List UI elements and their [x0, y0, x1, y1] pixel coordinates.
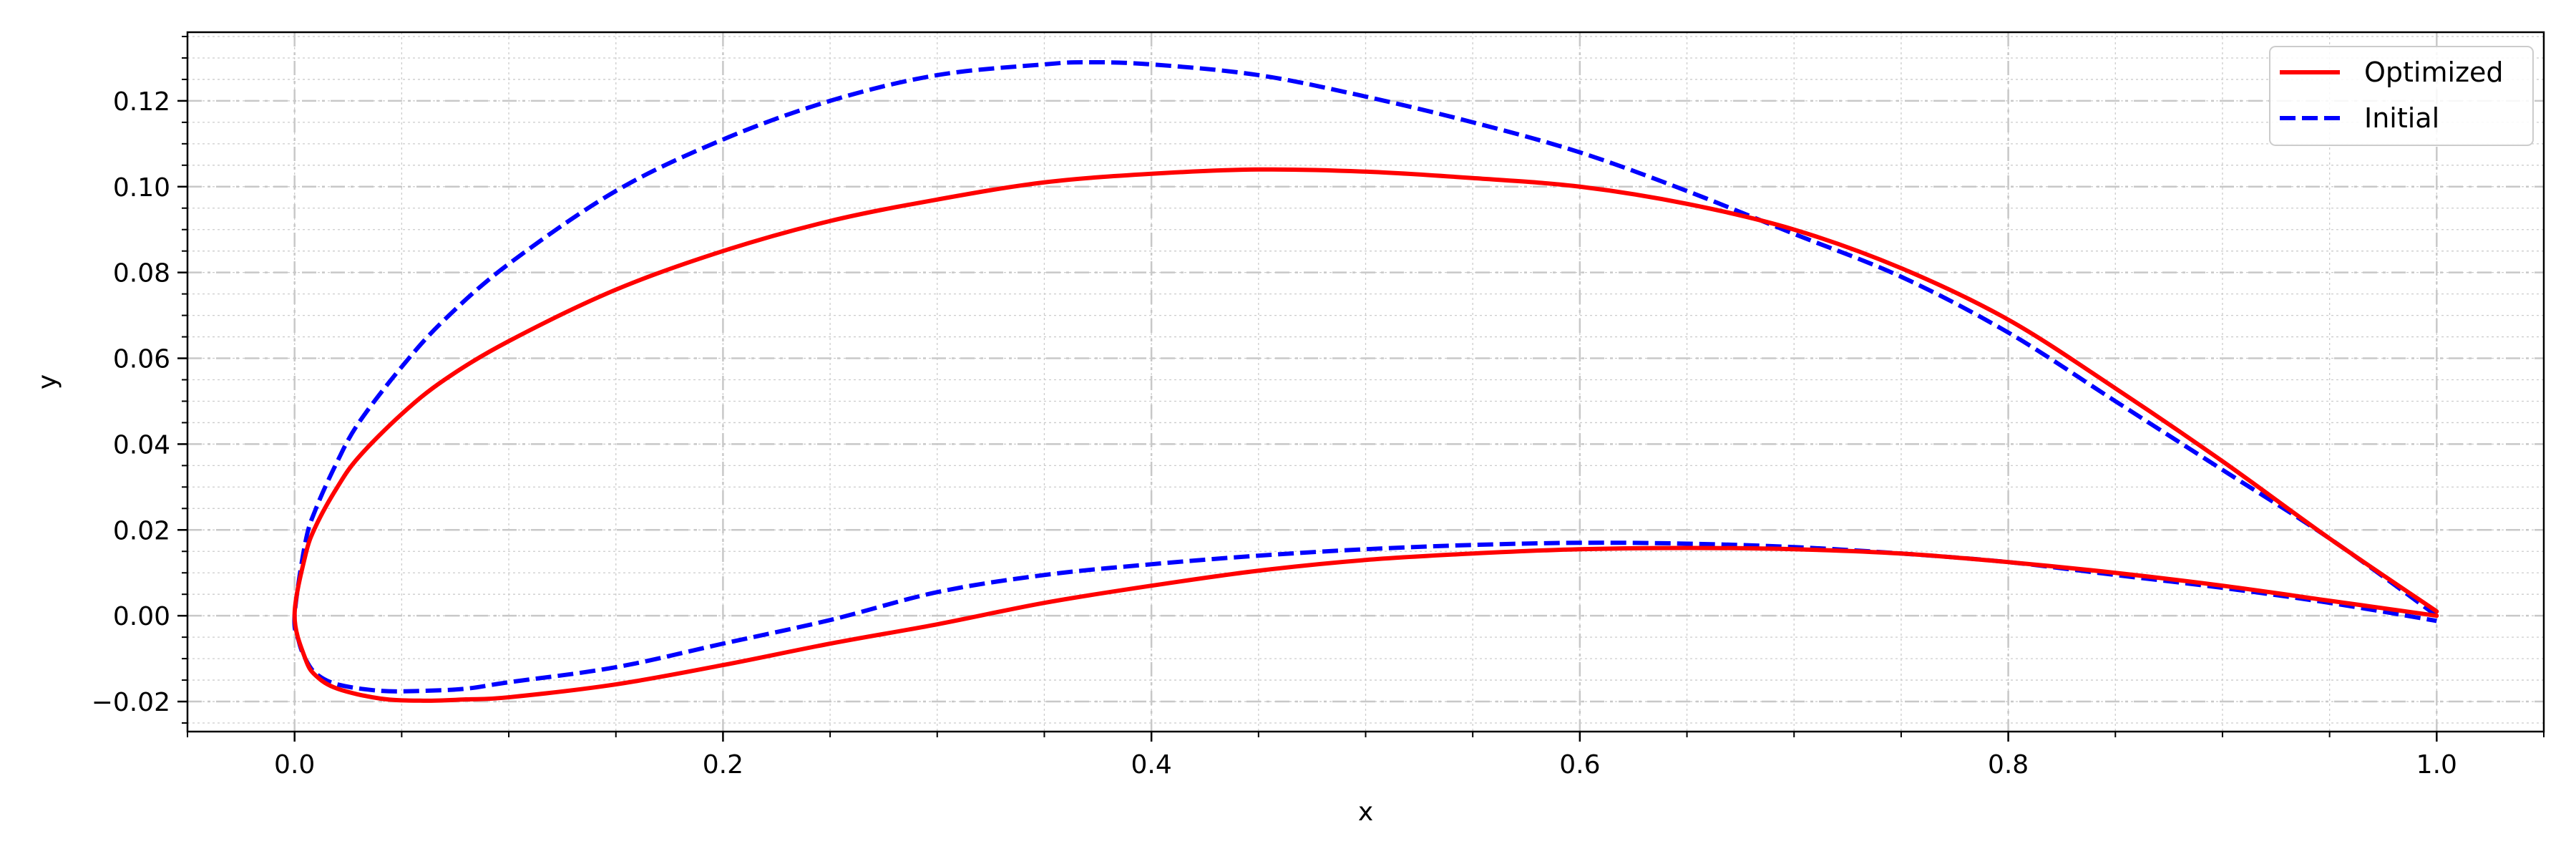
y-tick-label: 0.08 [113, 259, 170, 288]
legend-label-optimized: Optimized [2364, 57, 2504, 88]
y-tick-label: 0.06 [113, 345, 170, 374]
y-tick-label: 0.02 [113, 516, 170, 545]
axis-ticks [177, 35, 2545, 742]
series-line-optimized [292, 167, 2439, 703]
x-tick-labels: 0.0 0.2 0.4 0.6 0.8 1.0 [274, 750, 2457, 780]
x-tick-label: 0.0 [274, 750, 315, 780]
legend: Optimized Initial [2269, 46, 2534, 146]
major-gridlines [187, 32, 2544, 732]
x-tick-label: 0.6 [1559, 750, 1600, 780]
x-axis-label: x [1358, 797, 1373, 827]
y-tick-label: 0.10 [113, 173, 170, 203]
y-tick-label: 0.00 [113, 602, 170, 631]
y-tick-label: 0.12 [113, 87, 170, 117]
y-axis-label: y [33, 374, 62, 389]
y-tick-labels: −0.02 0.00 0.02 0.04 0.06 0.08 0.10 0.12 [92, 87, 170, 717]
x-tick-label: 1.0 [2416, 750, 2457, 780]
y-tick-label: −0.02 [92, 688, 170, 717]
plot-lines [292, 59, 2439, 703]
legend-label-initial: Initial [2364, 102, 2439, 134]
x-tick-label: 0.2 [703, 750, 743, 780]
x-tick-label: 0.4 [1131, 750, 1172, 780]
y-tick-label: 0.04 [113, 430, 170, 460]
x-tick-label: 0.8 [1988, 750, 2029, 780]
minor-gridlines [187, 32, 2545, 732]
